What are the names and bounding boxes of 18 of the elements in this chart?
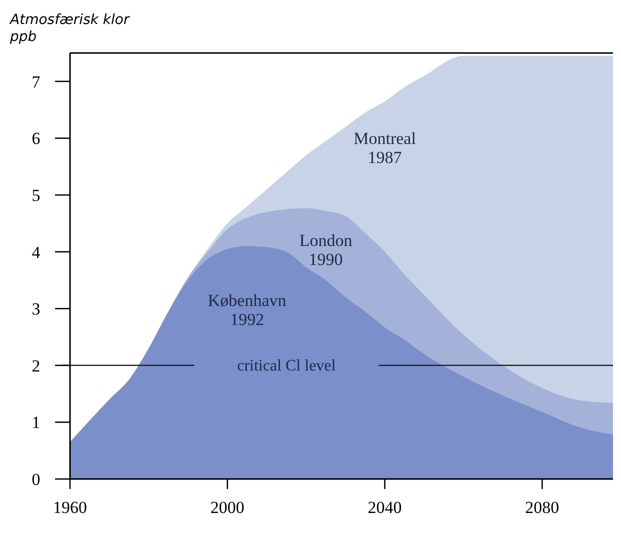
y-tick-label: 3 bbox=[32, 300, 40, 319]
series-label: Montreal 1987 bbox=[354, 128, 416, 167]
series-label: København 1992 bbox=[208, 290, 287, 329]
chart-title: Atmosfærisk klor bbox=[9, 12, 130, 28]
x-tick-label: 2040 bbox=[368, 498, 402, 517]
y-axis-title: ppb bbox=[9, 29, 37, 45]
y-tick-label: 6 bbox=[32, 129, 40, 148]
y-tick-label: 4 bbox=[32, 242, 41, 262]
y-tick-label: 1 bbox=[32, 413, 40, 432]
y-tick-label: 7 bbox=[32, 72, 41, 92]
series-label: London 1990 bbox=[299, 231, 353, 270]
x-tick-label: 2080 bbox=[525, 498, 560, 517]
x-tick-label: 1960 bbox=[53, 498, 87, 517]
x-tick-label: 2000 bbox=[210, 498, 244, 517]
ref-line-label: critical Cl level bbox=[237, 357, 336, 374]
y-tick-label: 0 bbox=[32, 470, 40, 489]
y-tick-label: 2 bbox=[32, 356, 40, 376]
y-tick-label: 5 bbox=[32, 186, 40, 205]
